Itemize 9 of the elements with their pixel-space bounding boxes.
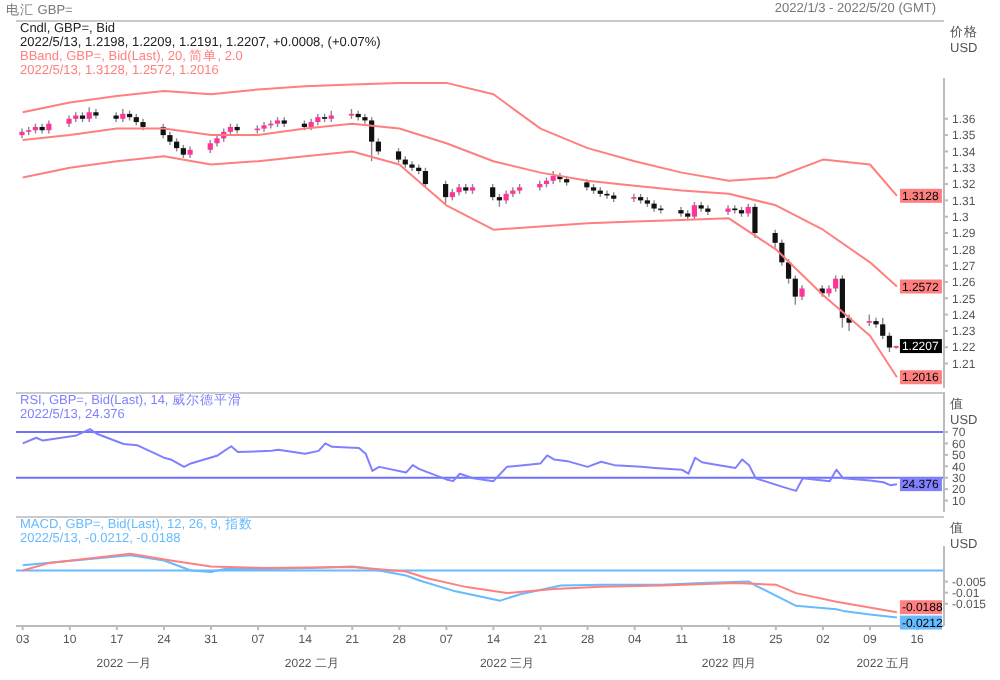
candlestick: [886, 331, 893, 353]
candlestick: [422, 167, 429, 189]
candlestick: [792, 274, 798, 306]
candlestick: [752, 202, 758, 239]
candlestick: [678, 206, 684, 218]
candlestick: [443, 180, 449, 205]
candlestick: [369, 116, 375, 162]
candlestick: [725, 204, 731, 216]
candlestick: [880, 317, 886, 340]
